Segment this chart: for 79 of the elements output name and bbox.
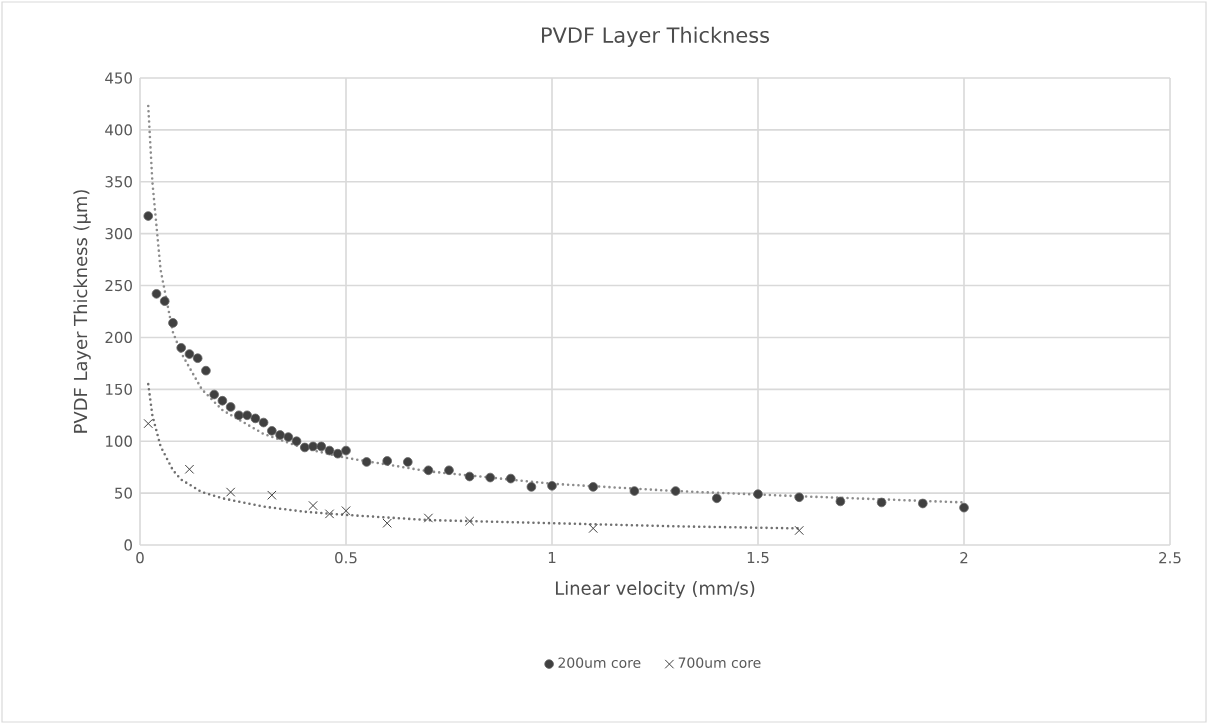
point xyxy=(308,441,318,452)
point xyxy=(794,525,804,536)
y-tick-label: 150 xyxy=(106,383,132,395)
point xyxy=(794,492,804,503)
point xyxy=(159,296,170,306)
point xyxy=(275,430,285,440)
point xyxy=(403,457,413,467)
point xyxy=(242,410,252,421)
point xyxy=(258,417,269,428)
point xyxy=(382,518,392,528)
y-tick-label: 100 xyxy=(106,435,132,447)
point xyxy=(753,489,763,499)
y-tick-label: 250 xyxy=(105,279,132,292)
x-tick-label: 1.5 xyxy=(747,552,769,564)
y-tick-label: 50 xyxy=(115,487,132,499)
x-axis-title: Linear velocity (mm/s) xyxy=(555,581,755,599)
point xyxy=(485,472,495,483)
point xyxy=(201,365,211,376)
point xyxy=(547,481,557,491)
y-tick-label: 400 xyxy=(105,124,132,136)
point xyxy=(267,490,277,500)
y-axis-title: PVDF Layer Thickness (µm) xyxy=(73,190,91,433)
point xyxy=(168,318,178,328)
point xyxy=(291,436,302,447)
point xyxy=(192,353,203,363)
point xyxy=(225,402,236,412)
chart-title: PVDF Layer Thickness xyxy=(542,26,770,47)
x-tick-label: 2 xyxy=(960,552,968,564)
point xyxy=(876,497,887,508)
point xyxy=(184,464,195,474)
point xyxy=(526,482,537,492)
line-series xyxy=(146,382,801,530)
x-tick-label: 0 xyxy=(136,552,144,564)
x-tick-label: 1 xyxy=(548,552,556,563)
point xyxy=(835,496,846,507)
point xyxy=(225,487,236,497)
point xyxy=(588,482,598,492)
point xyxy=(234,410,244,421)
point xyxy=(629,486,640,496)
point xyxy=(341,506,351,516)
point xyxy=(184,349,195,359)
y-tick-label: 200 xyxy=(105,331,132,344)
point xyxy=(267,426,277,436)
point xyxy=(308,500,318,511)
point xyxy=(143,418,153,429)
point xyxy=(506,473,516,484)
point xyxy=(423,513,434,523)
point xyxy=(361,457,372,467)
point xyxy=(332,448,343,459)
legend-label: 200um core xyxy=(558,657,641,668)
point xyxy=(300,442,310,453)
y-tick-label: 0 xyxy=(124,539,132,551)
point xyxy=(217,395,228,406)
point xyxy=(423,465,434,476)
point xyxy=(176,343,186,353)
point xyxy=(151,289,162,299)
point xyxy=(670,486,681,496)
point xyxy=(959,502,969,513)
x-tick-label: 0.5 xyxy=(335,552,357,564)
point xyxy=(209,389,219,400)
y-tick-label: 300 xyxy=(105,228,132,240)
point xyxy=(464,471,475,482)
point xyxy=(283,432,294,442)
point xyxy=(250,413,261,424)
x-tick-label: 2.5 xyxy=(1159,552,1181,564)
point xyxy=(143,211,154,221)
y-tick-label: 350 xyxy=(105,176,132,188)
point xyxy=(382,456,392,466)
y-tick-label: 450 xyxy=(105,72,132,84)
point xyxy=(918,498,928,509)
legend-label: 700um core xyxy=(678,657,761,668)
point xyxy=(341,445,351,456)
point xyxy=(316,441,327,452)
point xyxy=(712,493,722,504)
point xyxy=(324,445,335,456)
point xyxy=(588,523,598,534)
point xyxy=(464,516,475,526)
point xyxy=(444,465,454,476)
point xyxy=(324,509,335,519)
